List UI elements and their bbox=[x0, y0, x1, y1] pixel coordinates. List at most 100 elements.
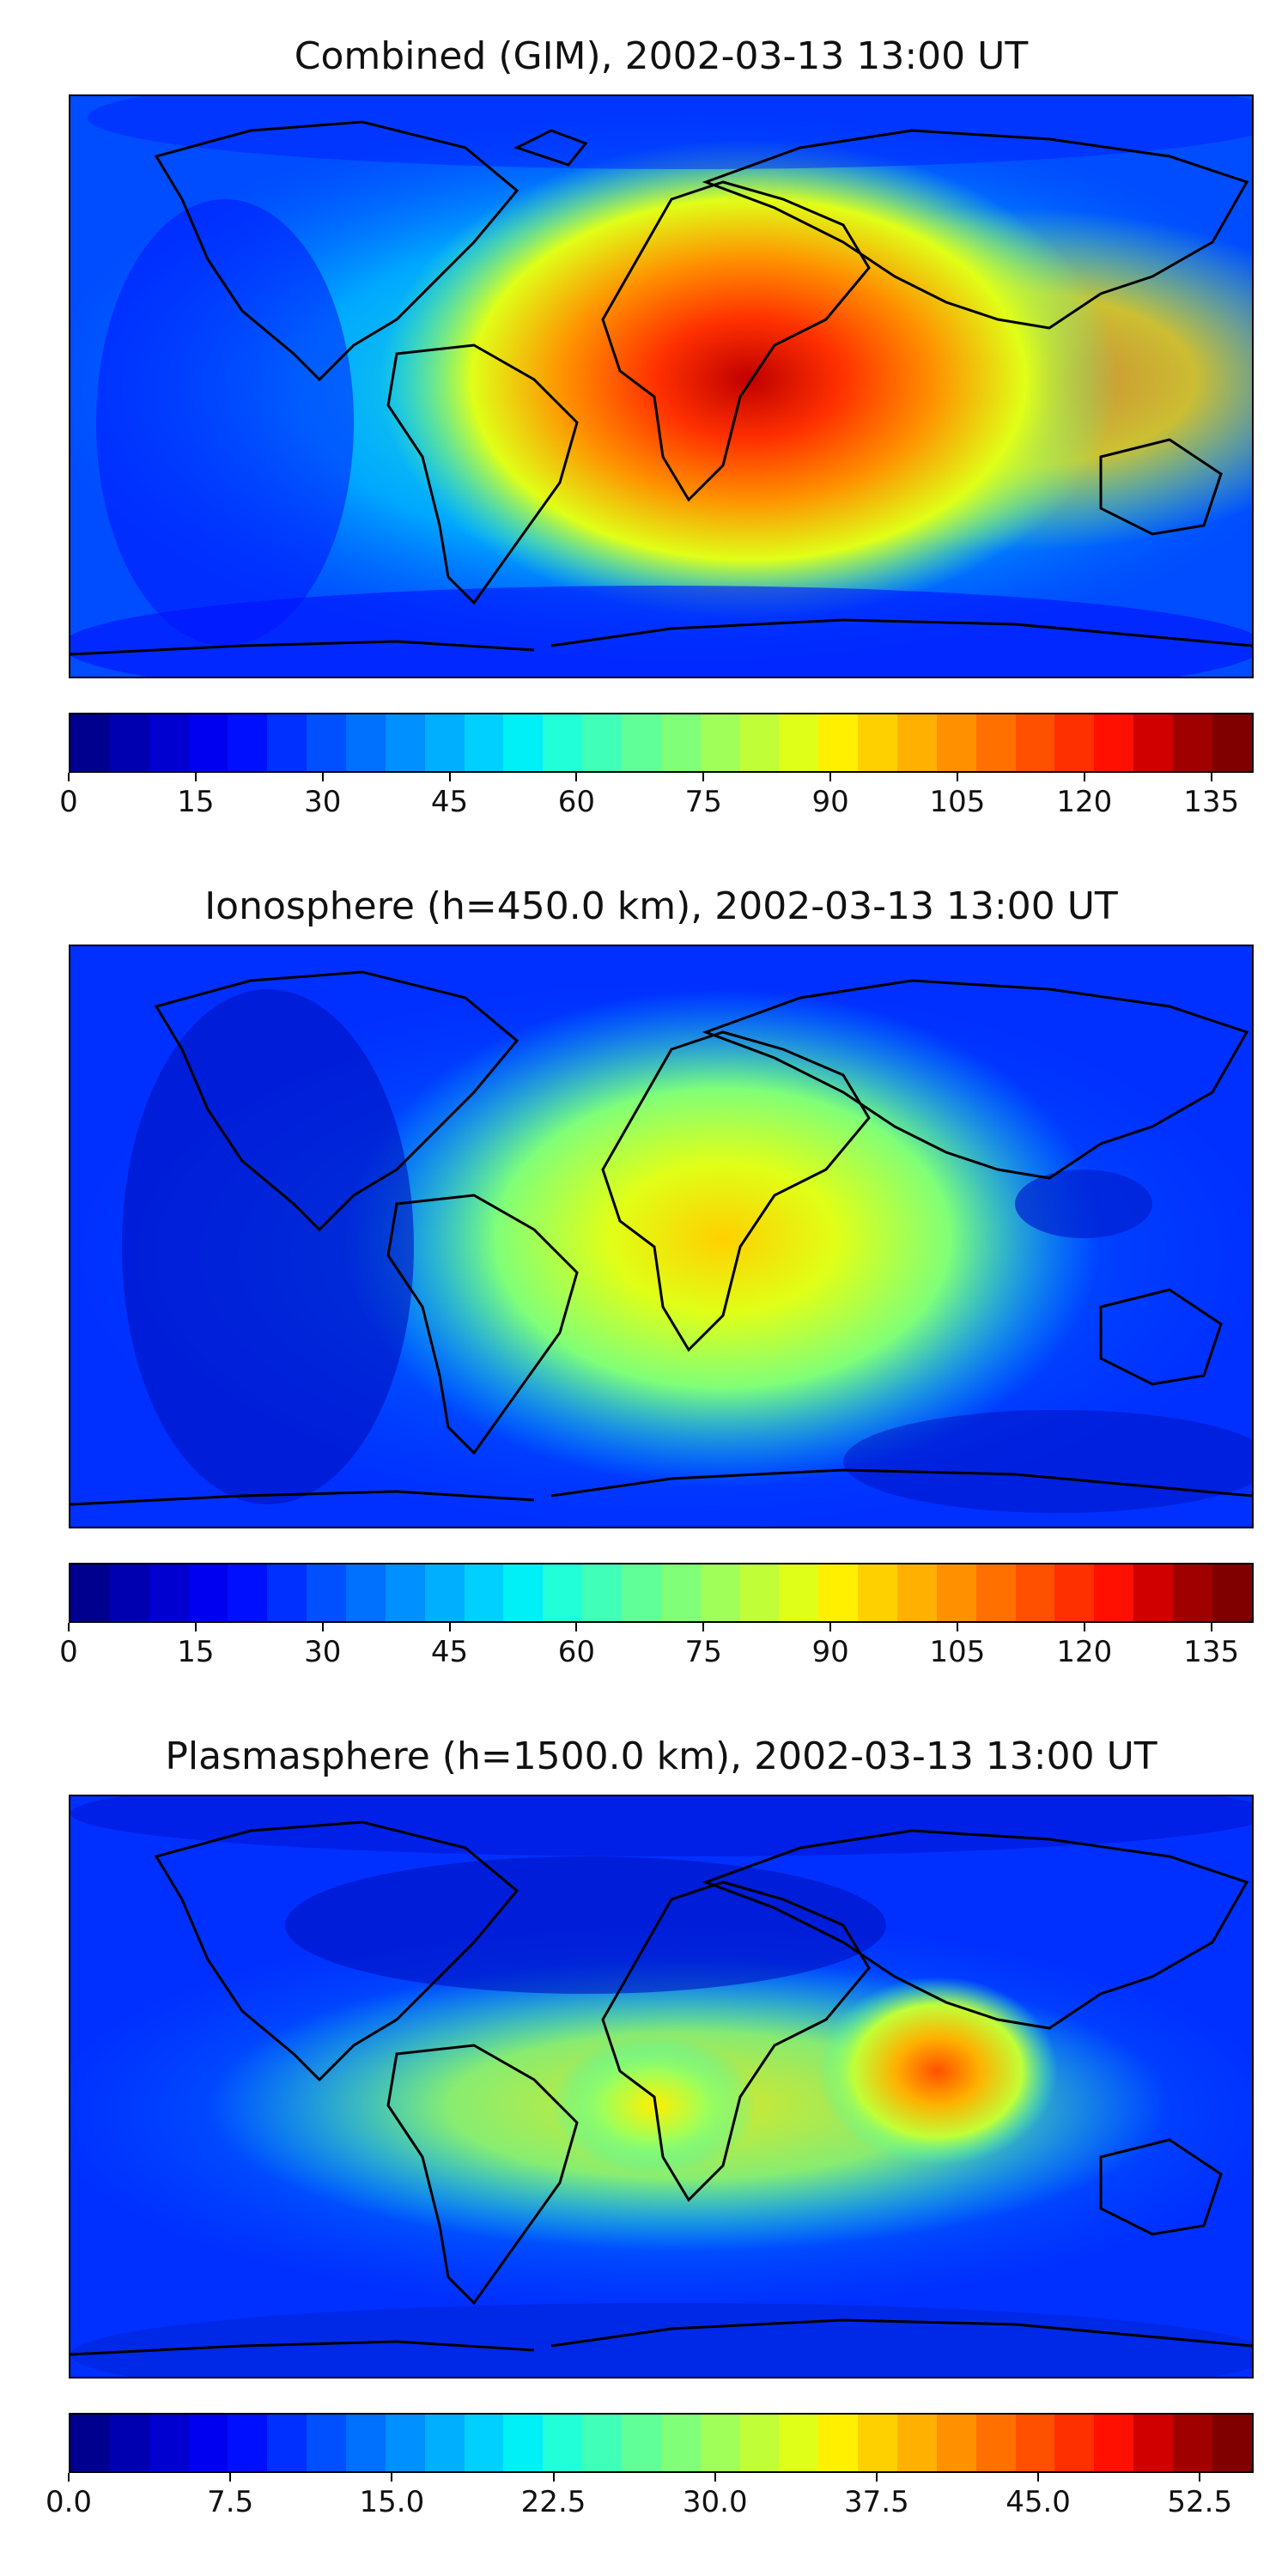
colorbar-segment bbox=[660, 714, 701, 771]
colorbar-tick bbox=[448, 1623, 451, 1631]
colorbar-tick-label: 75 bbox=[684, 1635, 722, 1669]
colorbar-segment bbox=[660, 1564, 701, 1621]
colorbar-segment bbox=[109, 1564, 149, 1621]
colorbar-segment bbox=[109, 2415, 149, 2471]
colorbar-segment bbox=[503, 714, 544, 771]
colorbar-segment bbox=[267, 1564, 307, 1621]
colorbar-tick bbox=[321, 773, 324, 781]
colorbar-segment bbox=[818, 714, 859, 771]
colorbar-tick bbox=[1210, 1623, 1212, 1631]
colorbar-tick bbox=[1083, 1623, 1085, 1631]
colorbar-tick bbox=[391, 2473, 393, 2482]
colorbar-segment bbox=[385, 714, 425, 771]
colorbar-tick-label: 15.0 bbox=[359, 2485, 425, 2519]
colorbar-tick-label: 0.0 bbox=[45, 2485, 93, 2519]
colorbar-segment bbox=[779, 1564, 819, 1621]
colorbar-segment bbox=[149, 1564, 189, 1621]
colorbar-tick-label: 135 bbox=[1183, 785, 1240, 819]
colorbar-segment bbox=[739, 714, 780, 771]
colorbar-segment bbox=[307, 2415, 347, 2471]
colorbar-segment bbox=[582, 1564, 623, 1621]
colorbar-tick bbox=[702, 1623, 705, 1631]
colorbar-segment bbox=[1094, 1564, 1134, 1621]
colorbar-tick-label: 30.0 bbox=[682, 2485, 748, 2519]
colorbar-segment bbox=[897, 1564, 937, 1621]
colorbar-tick-label: 75 bbox=[684, 785, 722, 819]
colorbar-segment bbox=[464, 714, 504, 771]
colorbar-tick-label: 60 bbox=[557, 785, 596, 819]
colorbar-tick-label: 30 bbox=[304, 785, 342, 819]
map-combined bbox=[69, 94, 1254, 678]
colorbar-segment bbox=[1054, 714, 1095, 771]
colorbar-segment bbox=[424, 2415, 465, 2471]
colorbar-tick bbox=[1210, 773, 1212, 781]
colorbar-ticks-ionosphere: 0 15 30 45 60 75 90 105 120 135 bbox=[59, 1623, 1254, 1669]
map-ionosphere bbox=[69, 945, 1254, 1528]
panel-title-ionosphere: Ionosphere (h=450.0 km), 2002-03-13 13:0… bbox=[204, 884, 1118, 928]
colorbar-tick bbox=[957, 1623, 958, 1631]
colorbar-ionosphere bbox=[69, 1563, 1254, 1623]
colorbar-tick-label: 52.5 bbox=[1167, 2485, 1233, 2519]
colorbar-tick bbox=[1037, 2473, 1040, 2482]
colorbar-segment bbox=[936, 714, 976, 771]
colorbar-segment bbox=[228, 714, 268, 771]
colorbar-segment bbox=[543, 1564, 583, 1621]
colorbar-segment bbox=[1054, 1564, 1095, 1621]
map-plasmasphere bbox=[69, 1795, 1254, 2379]
colorbar-tick bbox=[68, 2473, 70, 2482]
colorbar-segment bbox=[700, 2415, 740, 2471]
colorbar-segment bbox=[149, 714, 189, 771]
colorbar-tick bbox=[829, 773, 832, 781]
colorbar-segment bbox=[858, 714, 898, 771]
colorbar-plasmasphere bbox=[69, 2413, 1254, 2473]
colorbar-tick-label: 45.0 bbox=[1005, 2485, 1071, 2519]
colorbar-segment bbox=[660, 2415, 701, 2471]
colorbar-ticks-combined: 0 15 30 45 60 75 90 105 120 135 bbox=[59, 773, 1254, 819]
colorbar-segment bbox=[385, 1564, 425, 1621]
colorbar-tick-label: 120 bbox=[1056, 1635, 1113, 1669]
colorbar-segment bbox=[897, 714, 937, 771]
colorbar-tick bbox=[229, 2473, 232, 2482]
colorbar-tick bbox=[714, 2473, 716, 2482]
colorbar-tick-label: 30 bbox=[304, 1635, 342, 1669]
colorbar-segment bbox=[1212, 1564, 1252, 1621]
colorbar-segment bbox=[1133, 714, 1174, 771]
colorbar-segment bbox=[739, 2415, 780, 2471]
colorbar-segment bbox=[267, 2415, 307, 2471]
colorbar-segment bbox=[1173, 2415, 1212, 2471]
panel-title-combined: Combined (GIM), 2002-03-13 13:00 UT bbox=[294, 34, 1029, 78]
colorbar-segment bbox=[228, 2415, 268, 2471]
colorbar-tick bbox=[194, 1623, 197, 1631]
colorbar-tick bbox=[575, 1623, 578, 1631]
colorbar-segment bbox=[188, 714, 228, 771]
colorbar-tick-label: 37.5 bbox=[844, 2485, 909, 2519]
colorbar-segment bbox=[464, 1564, 504, 1621]
colorbar-segment bbox=[622, 714, 661, 771]
colorbar-tick bbox=[448, 773, 451, 781]
colorbar-segment bbox=[385, 2415, 425, 2471]
colorbar-segment bbox=[543, 714, 583, 771]
colorbar-segment bbox=[818, 1564, 859, 1621]
colorbar-segment bbox=[1015, 1564, 1055, 1621]
colorbar-tick-label: 105 bbox=[929, 1635, 986, 1669]
colorbar-combined bbox=[69, 713, 1254, 773]
colorbar-tick-label: 135 bbox=[1183, 1635, 1240, 1669]
colorbar-segment bbox=[582, 2415, 623, 2471]
colorbar-segment bbox=[464, 2415, 504, 2471]
colorbar-tick-label: 90 bbox=[811, 1635, 849, 1669]
colorbar-tick-label: 45 bbox=[430, 1635, 469, 1669]
colorbar-segment bbox=[1173, 714, 1212, 771]
colorbar-segment bbox=[503, 2415, 544, 2471]
colorbar-segment bbox=[346, 2415, 386, 2471]
colorbar-segment bbox=[936, 1564, 976, 1621]
colorbar-segment bbox=[858, 1564, 898, 1621]
colorbar-tick-label: 15 bbox=[177, 1635, 215, 1669]
colorbar-segment bbox=[109, 714, 149, 771]
colorbar-tick bbox=[702, 773, 705, 781]
colorbar-segment bbox=[503, 1564, 544, 1621]
colorbar-tick-label: 0 bbox=[59, 785, 78, 819]
colorbar-segment bbox=[582, 714, 623, 771]
colorbar-segment bbox=[975, 1564, 1016, 1621]
colorbar-segment bbox=[346, 714, 386, 771]
colorbar-tick bbox=[1199, 2473, 1201, 2482]
